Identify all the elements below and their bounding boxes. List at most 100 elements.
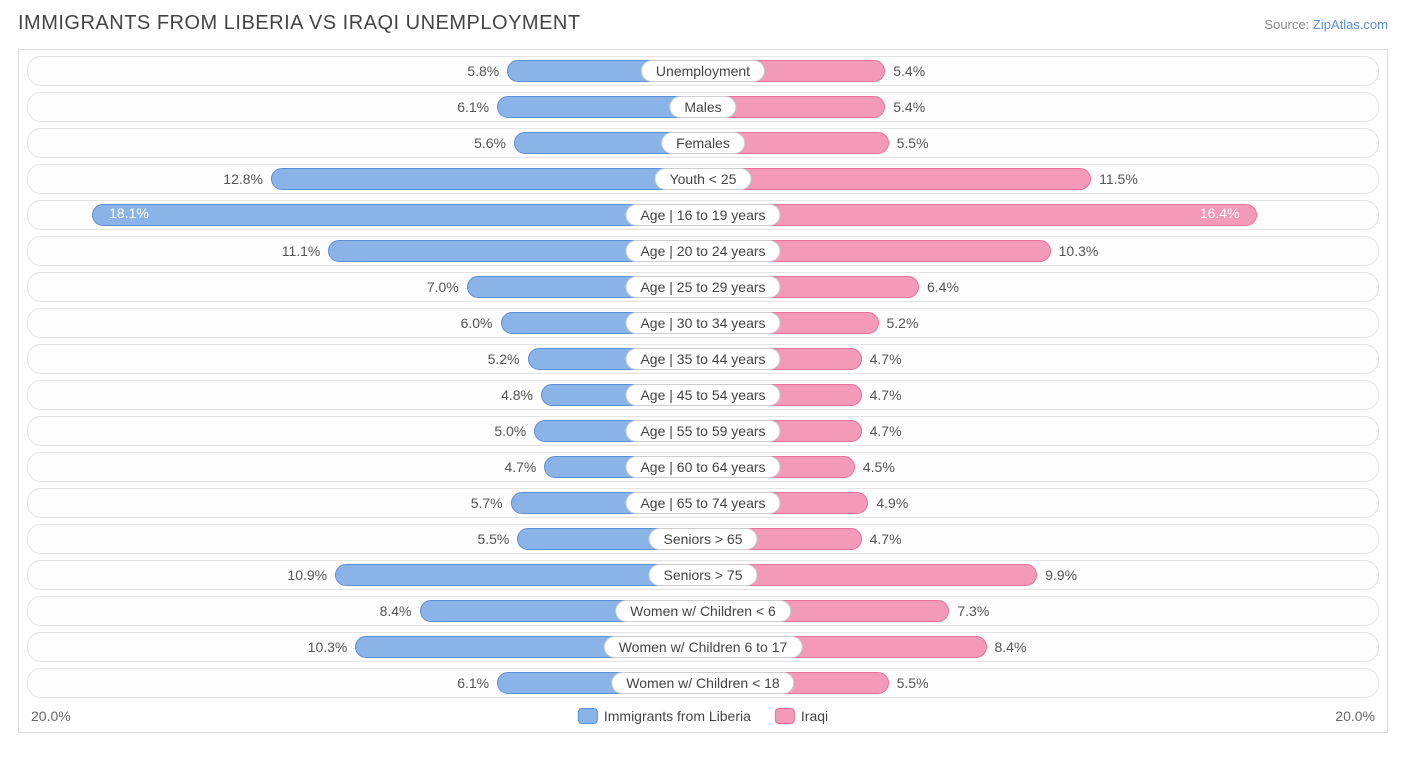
bar-half-left: 4.7%	[28, 453, 703, 481]
axis-max-left: 20.0%	[31, 708, 71, 724]
bar-value-right: 9.9%	[1037, 567, 1085, 583]
legend-item-right: Iraqi	[775, 708, 828, 724]
bar-value-left: 5.6%	[466, 135, 514, 151]
category-label: Women w/ Children < 6	[615, 600, 791, 622]
bar-half-right: 9.9%	[703, 561, 1378, 589]
bar-half-left: 6.0%	[28, 309, 703, 337]
bar-value-right: 5.4%	[885, 99, 933, 115]
bar-left: 18.1%	[92, 204, 703, 226]
bar-value-left: 6.1%	[449, 99, 497, 115]
bar-half-left: 10.3%	[28, 633, 703, 661]
bar-half-right: 8.4%	[703, 633, 1378, 661]
bar-half-left: 11.1%	[28, 237, 703, 265]
bar-value-right: 8.4%	[987, 639, 1035, 655]
bar-value-left: 6.0%	[453, 315, 501, 331]
category-label: Age | 30 to 34 years	[625, 312, 780, 334]
bar-row: 5.6%5.5%Females	[27, 128, 1379, 158]
category-label: Age | 20 to 24 years	[625, 240, 780, 262]
bar-half-right: 11.5%	[703, 165, 1378, 193]
bar-half-left: 18.1%	[28, 201, 703, 229]
bar-value-left: 4.7%	[496, 459, 544, 475]
bar-value-left: 7.0%	[419, 279, 467, 295]
category-label: Women w/ Children 6 to 17	[604, 636, 803, 658]
bar-value-right: 11.5%	[1091, 171, 1146, 187]
bar-value-right: 4.7%	[862, 531, 910, 547]
bar-value-left: 11.1%	[274, 243, 329, 259]
bar-value-right: 16.4%	[1192, 205, 1248, 221]
bar-half-right: 4.5%	[703, 453, 1378, 481]
bar-half-left: 8.4%	[28, 597, 703, 625]
bar-half-right: 7.3%	[703, 597, 1378, 625]
category-label: Seniors > 75	[649, 564, 758, 586]
category-label: Age | 45 to 54 years	[625, 384, 780, 406]
bar-right: 16.4%	[703, 204, 1257, 226]
bar-half-right: 6.4%	[703, 273, 1378, 301]
legend-item-left: Immigrants from Liberia	[578, 708, 751, 724]
bar-half-right: 4.7%	[703, 381, 1378, 409]
source-link[interactable]: ZipAtlas.com	[1313, 17, 1388, 32]
bar-row: 5.5% 4.7% Seniors > 65	[27, 524, 1379, 554]
bar-row: 5.8%5.4%Unemployment	[27, 56, 1379, 86]
category-label: Age | 25 to 29 years	[625, 276, 780, 298]
legend-swatch-left	[578, 708, 598, 724]
bar-row: 4.8% 4.7% Age | 45 to 54 years	[27, 380, 1379, 410]
category-label: Age | 65 to 74 years	[625, 492, 780, 514]
bar-value-right: 7.3%	[949, 603, 997, 619]
bar-left	[271, 168, 703, 190]
bar-value-left: 10.3%	[300, 639, 356, 655]
bar-half-right: 5.4%	[703, 93, 1378, 121]
bar-half-right: 16.4%	[703, 201, 1378, 229]
bar-value-left: 4.8%	[493, 387, 541, 403]
category-label: Males	[669, 96, 736, 118]
bar-half-left: 5.6%	[28, 129, 703, 157]
category-label: Unemployment	[641, 60, 765, 82]
category-label: Age | 60 to 64 years	[625, 456, 780, 478]
bar-right	[703, 168, 1091, 190]
bar-value-right: 4.9%	[868, 495, 916, 511]
bar-value-left: 18.1%	[101, 205, 157, 221]
bar-half-right: 4.7%	[703, 345, 1378, 373]
bar-value-right: 6.4%	[919, 279, 967, 295]
chart-title: IMMIGRANTS FROM LIBERIA VS IRAQI UNEMPLO…	[18, 12, 581, 35]
bar-row: 18.1% 16.4% Age | 16 to 19 years	[27, 200, 1379, 230]
bar-row: 5.0% 4.7%Age | 55 to 59 years	[27, 416, 1379, 446]
bar-value-left: 5.7%	[463, 495, 511, 511]
category-label: Women w/ Children < 18	[611, 672, 794, 694]
bar-value-right: 5.5%	[889, 675, 937, 691]
bar-row: 5.2% 4.7%Age | 35 to 44 years	[27, 344, 1379, 374]
bar-value-right: 5.5%	[889, 135, 937, 151]
bar-row: 12.8%11.5%Youth < 25	[27, 164, 1379, 194]
legend: Immigrants from Liberia Iraqi	[578, 708, 828, 724]
bar-row: 10.9% 9.9% Seniors > 75	[27, 560, 1379, 590]
bar-half-left: 4.8%	[28, 381, 703, 409]
bar-value-right: 4.5%	[855, 459, 903, 475]
bar-value-left: 6.1%	[449, 675, 497, 691]
category-label: Age | 35 to 44 years	[625, 348, 780, 370]
bar-half-left: 5.5%	[28, 525, 703, 553]
category-label: Youth < 25	[655, 168, 752, 190]
bar-half-left: 5.2%	[28, 345, 703, 373]
bar-half-left: 7.0%	[28, 273, 703, 301]
chart-header: IMMIGRANTS FROM LIBERIA VS IRAQI UNEMPLO…	[18, 12, 1388, 35]
bar-row: 5.7% 4.9% Age | 65 to 74 years	[27, 488, 1379, 518]
bar-value-left: 5.0%	[486, 423, 534, 439]
bar-half-left: 5.7%	[28, 489, 703, 517]
bar-half-right: 4.7%	[703, 525, 1378, 553]
bar-half-right: 4.7%	[703, 417, 1378, 445]
category-label: Seniors > 65	[649, 528, 758, 550]
bar-value-left: 5.2%	[480, 351, 528, 367]
bar-value-right: 4.7%	[862, 387, 910, 403]
legend-label-right: Iraqi	[801, 708, 828, 724]
bar-half-left: 5.0%	[28, 417, 703, 445]
bar-value-left: 5.5%	[469, 531, 517, 547]
bar-half-left: 6.1%	[28, 669, 703, 697]
bar-row: 6.1% 5.4% Males	[27, 92, 1379, 122]
bar-half-left: 10.9%	[28, 561, 703, 589]
category-label: Age | 55 to 59 years	[625, 420, 780, 442]
bar-half-left: 6.1%	[28, 93, 703, 121]
bar-row: 6.1% 5.5% Women w/ Children < 18	[27, 668, 1379, 698]
bar-value-left: 8.4%	[372, 603, 420, 619]
category-label: Age | 16 to 19 years	[625, 204, 780, 226]
bar-half-right: 5.5%	[703, 669, 1378, 697]
bar-row: 8.4% 7.3% Women w/ Children < 6	[27, 596, 1379, 626]
